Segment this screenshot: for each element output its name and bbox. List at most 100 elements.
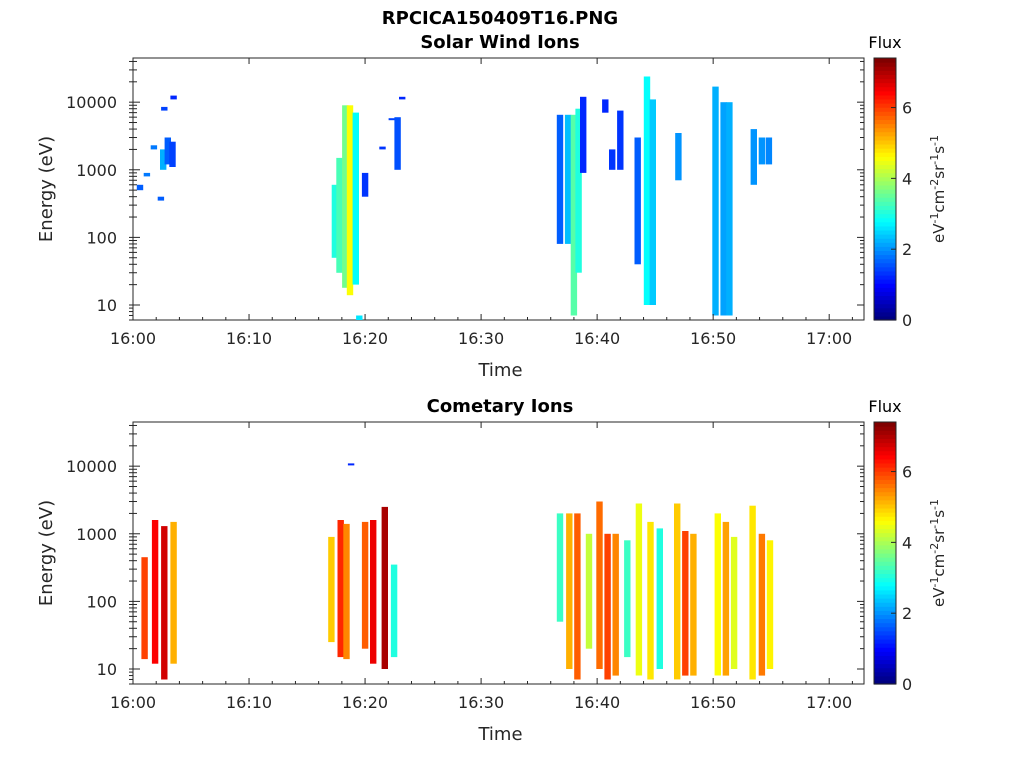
flux-block	[624, 540, 631, 658]
x-tick-label: 16:40	[574, 329, 620, 348]
y-tick-label: 100	[86, 228, 117, 247]
colorbar-segment	[874, 234, 896, 239]
colorbar-segment	[874, 675, 896, 681]
colorbar-frame	[873, 57, 897, 321]
colorbar-segment	[874, 679, 896, 685]
x-tick-label: 16:10	[226, 329, 272, 348]
flux-block	[580, 96, 587, 173]
colorbar-label: eV-1cm-2sr-1s-1	[928, 499, 949, 607]
colorbar-segment	[874, 536, 896, 542]
flux-block	[143, 172, 151, 177]
flux-block	[714, 513, 721, 676]
colorbar-segment	[874, 626, 896, 632]
x-tick-label: 16:50	[690, 693, 736, 712]
y-tick-label: 100	[86, 592, 117, 611]
flux-block	[656, 528, 663, 669]
y-axis-label: Energy (eV)	[36, 136, 57, 242]
colorbar-segment	[874, 450, 896, 456]
colorbar-segment	[874, 172, 896, 178]
colorbar-segment	[874, 630, 896, 636]
flux-block	[675, 133, 682, 181]
colorbar-segment	[874, 201, 896, 206]
colorbar-segment	[874, 544, 896, 550]
colorbar-segment	[874, 475, 896, 480]
flux-block	[347, 463, 355, 466]
x-tick-label: 16:00	[110, 693, 156, 712]
colorbar-segment	[874, 189, 896, 194]
colorbar-segment	[874, 246, 896, 251]
flux-block	[712, 86, 719, 316]
flux-block	[337, 520, 344, 658]
colorbar-title: Flux	[868, 33, 901, 52]
flux-block	[161, 526, 168, 680]
flux-block	[722, 521, 730, 676]
colorbar-segment	[874, 299, 896, 305]
colorbar-segment	[874, 94, 896, 100]
flux-block	[585, 533, 593, 649]
flux-block	[331, 184, 339, 258]
flux-block	[164, 137, 171, 165]
colorbar-segment	[874, 553, 896, 558]
colorbar-segment	[874, 651, 896, 656]
colorbar-segment	[874, 123, 896, 129]
flux-block	[750, 129, 757, 185]
colorbar-tick-label: 4	[902, 169, 912, 188]
flux-block	[749, 505, 756, 680]
colorbar-segment	[874, 74, 896, 80]
colorbar-segment	[874, 262, 896, 268]
colorbar-segment	[874, 593, 896, 599]
colorbar-segment	[874, 242, 896, 247]
flux-block	[575, 108, 582, 273]
flux-block	[399, 96, 406, 100]
colorbar-tick-label: 4	[902, 533, 912, 552]
colorbar-label: eV-1cm-2sr-1s-1	[928, 135, 949, 243]
colorbar-segment	[874, 565, 896, 570]
colorbar-segment	[874, 634, 896, 640]
colorbar-segment	[874, 291, 896, 297]
colorbar-segment	[874, 209, 896, 215]
colorbar-tick-label: 0	[902, 311, 912, 330]
colorbar-segment	[874, 205, 896, 211]
colorbar-segment	[874, 70, 896, 75]
colorbar-segment	[874, 274, 896, 280]
colorbar-segment	[874, 647, 896, 652]
colorbar-segment	[874, 176, 896, 182]
flux-block	[574, 513, 581, 680]
colorbar-segment	[874, 78, 896, 84]
flux-block	[758, 137, 766, 165]
colorbar-segment	[874, 86, 896, 92]
colorbar-segment	[874, 311, 896, 317]
colorbar-segment	[874, 471, 896, 476]
colorbar-segment	[874, 467, 896, 472]
colorbar-tick-label: 0	[902, 675, 912, 694]
colorbar-frame	[873, 421, 897, 685]
colorbar-segment	[874, 426, 896, 431]
y-tick-label: 1000	[76, 525, 117, 544]
colorbar-segment	[874, 581, 896, 587]
colorbar-segment	[874, 225, 896, 231]
x-tick-label: 16:50	[690, 329, 736, 348]
colorbar-segment	[874, 184, 896, 190]
colorbar-title: Flux	[868, 397, 901, 416]
y-axis-label: Energy (eV)	[36, 500, 57, 606]
colorbar-segment	[874, 66, 896, 71]
flux-block	[564, 114, 572, 244]
flux-block	[570, 114, 578, 316]
colorbar-segment	[874, 438, 896, 444]
colorbar-segment	[874, 503, 896, 509]
flux-block	[170, 521, 177, 664]
colorbar-segment	[874, 82, 896, 88]
flux-block	[157, 196, 165, 201]
colorbar-segment	[874, 491, 896, 497]
colorbar-tick-label: 6	[902, 463, 912, 482]
flux-block	[765, 137, 773, 165]
colorbar-segment	[874, 462, 896, 468]
colorbar-segment	[874, 548, 896, 554]
x-tick-label: 16:20	[342, 329, 388, 348]
colorbar-segment	[874, 307, 896, 313]
x-tick-label: 16:30	[458, 693, 504, 712]
colorbar-segment	[874, 303, 896, 309]
flux-block	[336, 157, 343, 273]
colorbar-segment	[874, 577, 896, 583]
flux-block	[381, 506, 388, 669]
